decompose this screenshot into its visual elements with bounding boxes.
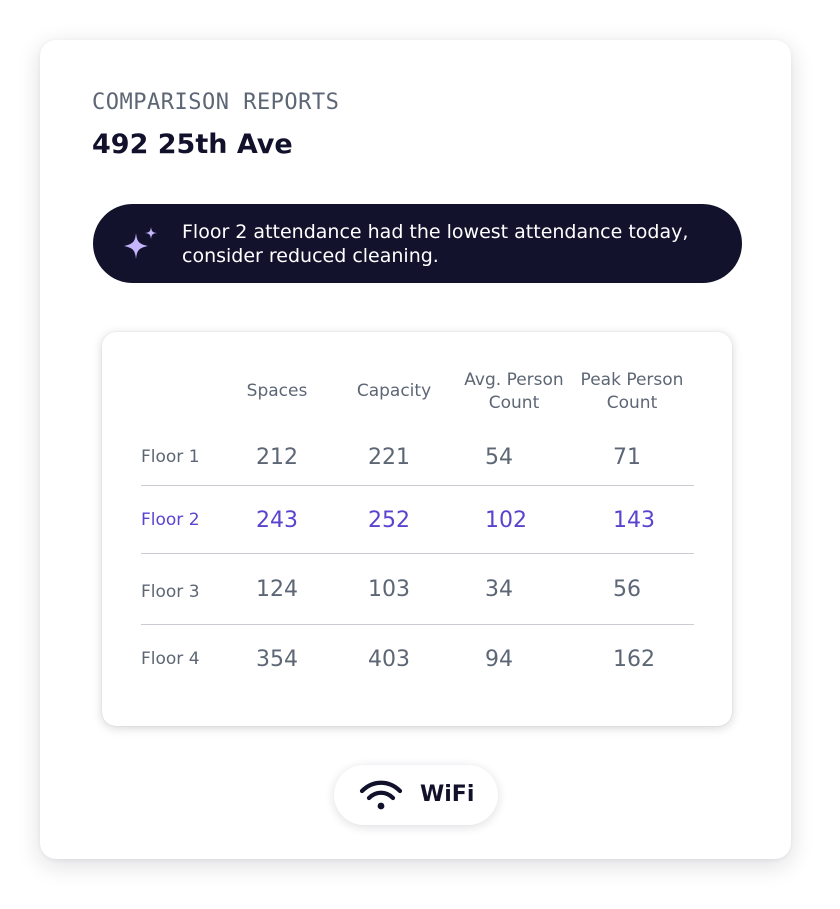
row-label: Floor 4 xyxy=(141,649,200,669)
column-header-avg-person-count: Avg. Person Count xyxy=(464,370,564,413)
table-row-floor-4: Floor 4 354 403 94 162 xyxy=(141,629,694,689)
comparison-table: Spaces Capacity Avg. Person Count Peak P… xyxy=(102,332,732,726)
row-divider xyxy=(141,624,694,625)
wifi-icon xyxy=(359,780,403,810)
cell-capacity: 252 xyxy=(368,507,410,533)
insight-text: Floor 2 attendance had the lowest attend… xyxy=(182,221,689,267)
row-label: Floor 2 xyxy=(141,510,200,530)
cell-peak-person-count: 71 xyxy=(613,444,641,470)
cell-avg-person-count: 102 xyxy=(485,507,527,533)
comparison-report-card: COMPARISON REPORTS 492 25th Ave Floor 2 … xyxy=(40,40,791,859)
table-row-floor-1: Floor 1 212 221 54 71 xyxy=(141,427,694,487)
cell-avg-person-count: 94 xyxy=(485,646,513,672)
cell-spaces: 124 xyxy=(256,576,298,602)
column-header-peak-person-count: Peak Person Count xyxy=(580,370,684,413)
cell-spaces: 354 xyxy=(256,646,298,672)
column-header-spaces: Spaces xyxy=(246,381,308,401)
wifi-connection-button[interactable]: WiFi xyxy=(334,765,498,825)
row-label: Floor 3 xyxy=(141,582,200,602)
row-label: Floor 1 xyxy=(141,447,200,467)
page-title: 492 25th Ave xyxy=(92,129,293,160)
cell-avg-person-count: 34 xyxy=(485,576,513,602)
table-row-floor-2: Floor 2 243 252 102 143 xyxy=(141,490,694,550)
cell-spaces: 212 xyxy=(256,444,298,470)
cell-spaces: 243 xyxy=(256,507,298,533)
cell-capacity: 103 xyxy=(368,576,410,602)
cell-peak-person-count: 56 xyxy=(613,576,641,602)
cell-peak-person-count: 162 xyxy=(613,646,655,672)
sparkle-icon xyxy=(124,227,157,259)
column-header-capacity: Capacity xyxy=(356,381,432,401)
cell-capacity: 403 xyxy=(368,646,410,672)
cell-avg-person-count: 54 xyxy=(485,444,513,470)
table-row-floor-3: Floor 3 124 103 34 56 xyxy=(141,559,694,619)
section-eyebrow: COMPARISON REPORTS xyxy=(92,90,340,115)
row-divider xyxy=(141,553,694,554)
insight-banner: Floor 2 attendance had the lowest attend… xyxy=(93,204,742,283)
cell-peak-person-count: 143 xyxy=(613,507,655,533)
wifi-label: WiFi xyxy=(420,782,475,807)
row-divider xyxy=(141,485,694,486)
cell-capacity: 221 xyxy=(368,444,410,470)
